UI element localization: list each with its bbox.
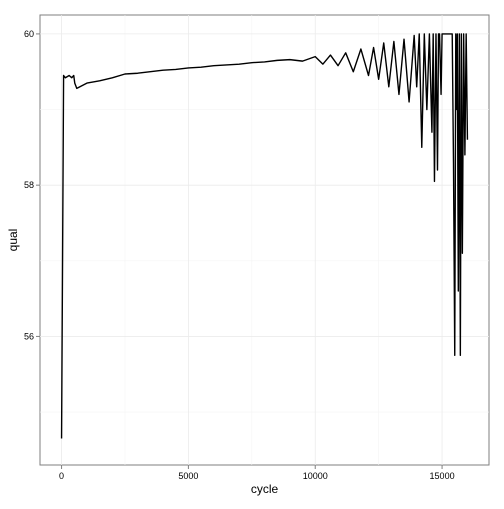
grid-lines (40, 15, 489, 465)
y-tick-label: 60 (24, 29, 34, 39)
x-axis-ticks: 0 5000 10000 15000 (59, 465, 455, 481)
x-axis-label: cycle (251, 482, 279, 496)
series-lines (60, 33, 469, 439)
series-line (60, 33, 469, 439)
y-axis-label: qual (6, 229, 20, 252)
x-tick-label: 10000 (303, 471, 328, 481)
y-tick-label: 56 (24, 331, 34, 341)
plot-panel (39, 14, 490, 466)
x-tick-label: 15000 (430, 471, 455, 481)
x-tick-label: 5000 (178, 471, 198, 481)
y-axis-ticks: 56 58 60 (24, 29, 40, 341)
x-tick-label: 0 (59, 471, 64, 481)
y-tick-label: 58 (24, 180, 34, 190)
